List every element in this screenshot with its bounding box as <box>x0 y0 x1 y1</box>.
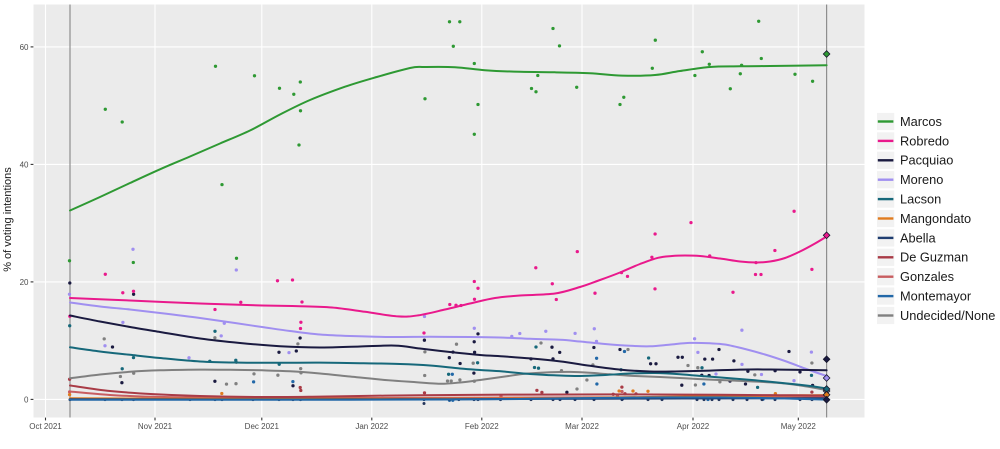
svg-text:De Guzman: De Guzman <box>900 250 968 265</box>
svg-text:0: 0 <box>24 395 29 404</box>
svg-text:May 2022: May 2022 <box>781 422 817 431</box>
svg-text:Nov 2021: Nov 2021 <box>138 422 173 431</box>
svg-text:40: 40 <box>20 160 29 169</box>
svg-text:Dec 2021: Dec 2021 <box>245 422 280 431</box>
svg-text:Robredo: Robredo <box>900 133 949 148</box>
svg-text:Lacson: Lacson <box>900 192 941 207</box>
svg-text:Moreno: Moreno <box>900 172 943 187</box>
svg-text:Gonzales: Gonzales <box>900 269 954 284</box>
svg-text:Feb 2022: Feb 2022 <box>465 422 499 431</box>
svg-text:Pacquiao: Pacquiao <box>900 153 953 168</box>
svg-text:Oct 2021: Oct 2021 <box>29 422 62 431</box>
svg-text:Montemayor: Montemayor <box>900 289 972 304</box>
svg-text:20: 20 <box>20 278 29 287</box>
svg-text:% of voting intentions: % of voting intentions <box>2 167 14 272</box>
svg-text:Marcos: Marcos <box>900 114 942 129</box>
svg-text:Apr 2022: Apr 2022 <box>677 422 710 431</box>
svg-text:Mangondato: Mangondato <box>900 211 971 226</box>
svg-text:Jan 2022: Jan 2022 <box>355 422 388 431</box>
svg-text:Undecided/None: Undecided/None <box>900 308 995 323</box>
svg-text:Mar 2022: Mar 2022 <box>565 422 599 431</box>
svg-text:Abella: Abella <box>900 230 936 245</box>
svg-text:60: 60 <box>20 43 29 52</box>
